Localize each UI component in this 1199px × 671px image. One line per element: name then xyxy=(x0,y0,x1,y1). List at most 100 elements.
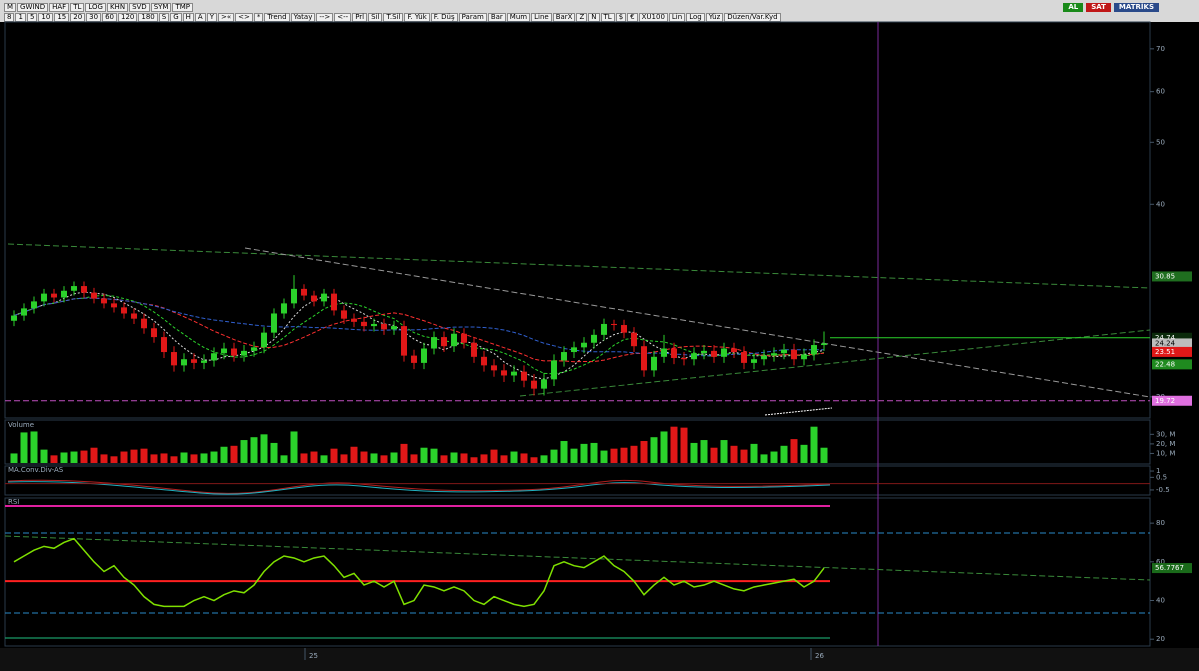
candle-body xyxy=(261,332,267,348)
volume-bar xyxy=(60,452,68,463)
toolbar-button[interactable]: HAF xyxy=(49,3,70,12)
candle-body xyxy=(451,333,457,347)
volume-bar xyxy=(130,449,138,463)
x-tick-label: 26 xyxy=(815,652,824,660)
candle-body xyxy=(231,348,237,356)
candle-body xyxy=(721,348,727,357)
candle-body xyxy=(31,301,37,309)
macd-signal xyxy=(7,479,831,494)
candle-body xyxy=(191,359,197,363)
candle-body xyxy=(341,310,347,319)
candle-body xyxy=(221,348,227,354)
volume-bar xyxy=(190,454,198,463)
rsi-line xyxy=(13,537,825,608)
volume-bar xyxy=(680,427,688,463)
candle-body xyxy=(131,313,137,319)
y-tick-label: 60 xyxy=(1156,88,1165,96)
volume-bar xyxy=(10,453,18,463)
candle-body xyxy=(181,359,187,366)
volume-bar xyxy=(780,445,788,463)
volume-bar xyxy=(200,453,208,463)
toolbar-button[interactable]: LOG xyxy=(85,3,106,12)
candle-body xyxy=(251,347,257,351)
candle-body xyxy=(541,379,547,389)
volume-bar xyxy=(650,437,658,463)
volume-bar xyxy=(730,445,738,463)
candle-body xyxy=(171,352,177,366)
candle-body xyxy=(551,360,557,380)
candle-body xyxy=(631,332,637,347)
candle-body xyxy=(61,290,67,298)
background xyxy=(0,22,1199,671)
candle-body xyxy=(271,313,277,333)
candle-body xyxy=(371,323,377,327)
volume-bar xyxy=(770,451,778,463)
volume-bar xyxy=(530,457,538,463)
candle-body xyxy=(421,348,427,363)
volume-bar xyxy=(690,442,698,463)
price-label-box xyxy=(1152,271,1192,282)
macd-panel xyxy=(4,465,1151,496)
trade-button[interactable]: AL xyxy=(1063,3,1084,12)
volume-bar xyxy=(660,431,668,463)
volume-panel xyxy=(4,419,1151,465)
volume-bar xyxy=(440,455,448,463)
candle-body xyxy=(41,293,47,302)
candle-body xyxy=(291,288,297,304)
volume-bar xyxy=(610,448,618,463)
toolbar-button[interactable]: SVD xyxy=(129,3,150,12)
volume-bar xyxy=(50,455,58,463)
toolbar-button[interactable]: TL xyxy=(70,3,85,12)
volume-bar xyxy=(430,448,438,463)
trade-button[interactable]: MATRİKS xyxy=(1113,3,1159,12)
candle-body xyxy=(311,295,317,302)
volume-bar xyxy=(90,447,98,463)
candle-body xyxy=(731,348,737,353)
candle-body xyxy=(91,292,97,299)
price-label: 24.24 xyxy=(1155,339,1176,347)
volume-bar xyxy=(720,440,728,463)
moving-average xyxy=(13,294,825,375)
volume-bar xyxy=(550,449,558,463)
toolbar-button[interactable]: KHN xyxy=(106,3,129,12)
candle-body xyxy=(811,345,817,355)
volume-bar xyxy=(170,456,178,463)
y-tick-label: 40 xyxy=(1156,597,1165,605)
candle-body xyxy=(121,307,127,314)
price-label: 30.85 xyxy=(1155,272,1175,280)
toolbar-button[interactable]: GWIND xyxy=(17,3,49,12)
y-tick-label: 0.5 xyxy=(1156,473,1167,481)
volume-bar xyxy=(420,447,428,463)
volume-bar xyxy=(490,449,498,463)
y-tick-label: 50 xyxy=(1156,138,1165,146)
candle-body xyxy=(21,308,27,316)
toolbar-button[interactable]: TMP xyxy=(172,3,193,12)
candle-body xyxy=(101,298,107,304)
volume-bar xyxy=(570,448,578,463)
volume-bar xyxy=(760,454,768,463)
toolbar-button[interactable]: M xyxy=(4,3,17,12)
candle-body xyxy=(711,350,717,357)
volume-bar xyxy=(400,443,408,463)
y-tick-label: -0.5 xyxy=(1156,486,1170,494)
volume-bar xyxy=(360,451,368,463)
candle-body xyxy=(241,350,247,356)
volume-bar xyxy=(740,449,748,463)
volume-bar xyxy=(670,426,678,463)
panel-title: MA.Conv.Div-AS xyxy=(8,466,64,474)
volume-bar xyxy=(120,451,128,463)
candle-body xyxy=(581,342,587,348)
toolbar-button[interactable]: SYM xyxy=(150,3,172,12)
candle-body xyxy=(161,337,167,353)
y-tick-label: 10, M xyxy=(1156,449,1175,457)
volume-bar xyxy=(710,447,718,463)
candle-body xyxy=(821,343,827,346)
rsi-panel xyxy=(4,497,1151,647)
candle-body xyxy=(641,346,647,371)
volume-bar xyxy=(790,439,798,463)
trend-line xyxy=(519,329,1151,397)
y-tick-label: 40 xyxy=(1156,200,1165,208)
trade-button[interactable]: SAT xyxy=(1086,3,1111,12)
volume-bar xyxy=(540,455,548,463)
